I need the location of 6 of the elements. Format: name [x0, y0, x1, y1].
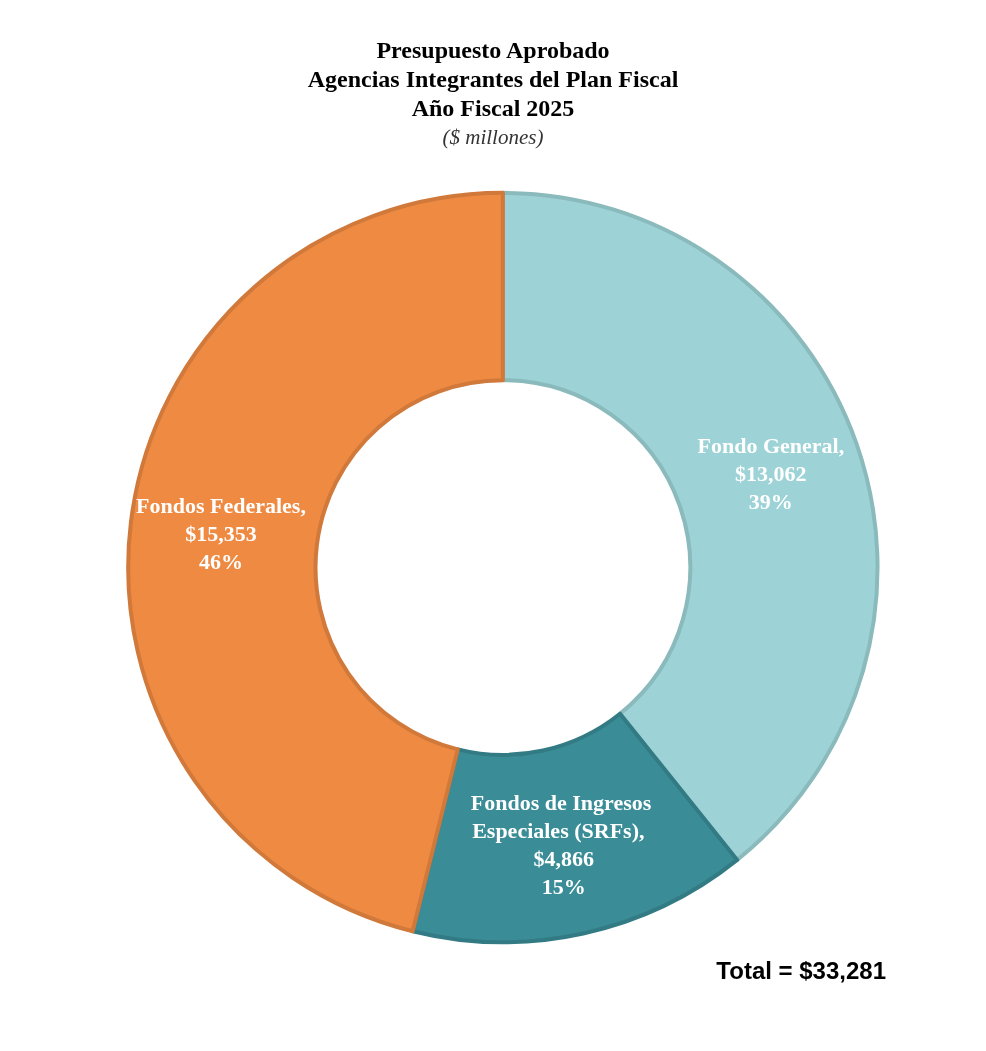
chart-subtitle: ($ millones) — [442, 124, 544, 149]
chart-title: Presupuesto Aprobado Agencias Integrantes del Plan Fiscal Año Fiscal 2025 — [307, 36, 679, 121]
text: Total = $33,281 — [716, 956, 886, 984]
slice-label: Fondos de Ingresos Especiales (SRFs), $4,866 15% — [470, 790, 657, 900]
slice-label: Fondos Federales, $15,353 46% — [136, 492, 306, 574]
slice-label: Fondo General, $13,062 39% — [697, 432, 845, 514]
